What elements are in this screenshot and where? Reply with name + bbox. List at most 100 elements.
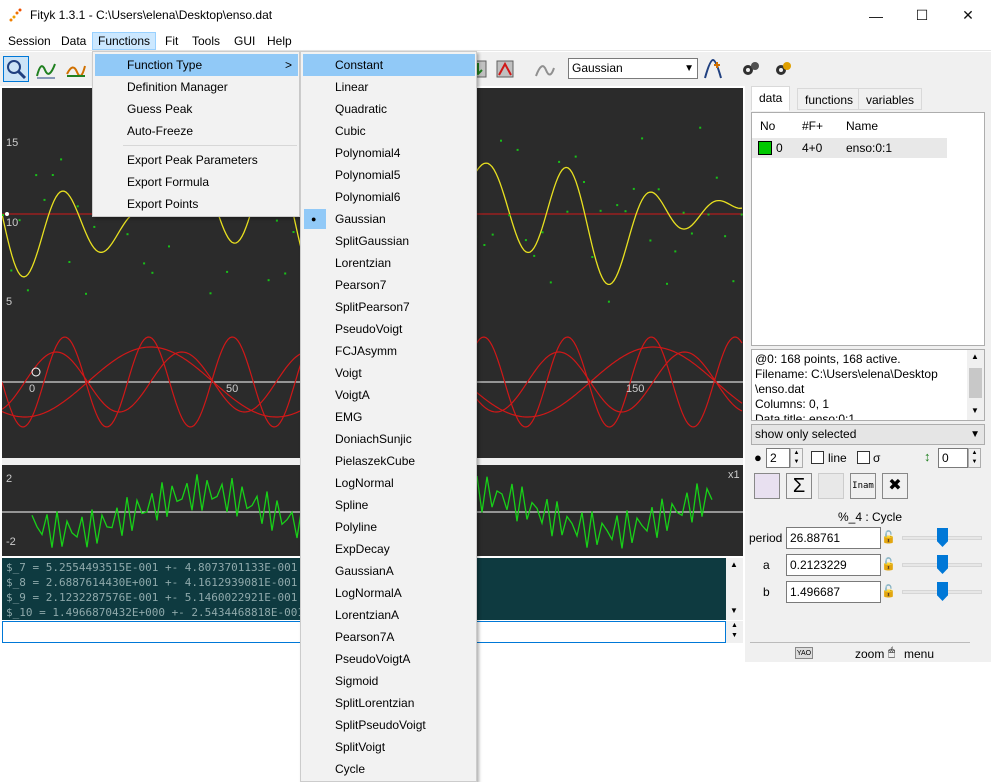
tab-variables[interactable]: variables (858, 88, 923, 110)
show-filter-select[interactable]: show only selected ▼ (751, 424, 985, 445)
function-type-item[interactable]: Pearson7A (303, 626, 475, 648)
function-type-item[interactable]: VoigtA (303, 384, 475, 406)
rename-button[interactable]: Inam (850, 473, 876, 499)
dataset-color-swatch[interactable] (758, 141, 772, 155)
param-input-b[interactable]: 1.496687 (786, 581, 881, 603)
scroll-up-icon[interactable]: ▲ (971, 352, 979, 361)
menu-item-export-formula[interactable]: Export Formula (127, 175, 210, 189)
offset-spin[interactable]: ▲ ▼ (968, 448, 981, 468)
menu-help[interactable]: Help (267, 34, 292, 48)
function-type-item[interactable]: Cubic (303, 120, 475, 142)
table-row[interactable] (752, 138, 947, 158)
function-type-item[interactable]: Voigt (303, 362, 475, 384)
menu-item-export-points[interactable]: Export Points (127, 197, 199, 211)
slider-thumb[interactable] (937, 555, 948, 574)
function-type-item[interactable]: SplitPseudoVoigt (303, 714, 475, 736)
close-button[interactable]: ✕ (962, 7, 974, 23)
output-scrollbar[interactable]: ▲ ▼ (726, 558, 743, 620)
data-point (566, 210, 569, 213)
function-type-item[interactable]: Gaussian ● (303, 208, 475, 230)
menu-item-definition-manager[interactable]: Definition Manager (127, 80, 228, 94)
menu-item-export-peak-parameters[interactable]: Export Peak Parameters (127, 153, 258, 167)
lock-icon[interactable]: 🔓 (881, 584, 896, 598)
column-header-functions[interactable]: #F+ (802, 119, 824, 133)
minimize-button[interactable]: — (869, 7, 883, 24)
function-type-item[interactable]: FCJAsymm (303, 340, 475, 362)
sigma-checkbox[interactable] (857, 451, 870, 464)
function-type-item[interactable]: Spline (303, 494, 475, 516)
sum-button[interactable]: Σ (786, 473, 812, 499)
zoom-tool-icon[interactable] (3, 56, 29, 82)
function-type-item[interactable]: DoniachSunjic (303, 428, 475, 450)
menu-item-auto-freeze[interactable]: Auto-Freeze (127, 124, 194, 138)
add-function-icon[interactable] (700, 56, 726, 82)
scroll-up-icon[interactable]: ▲ (730, 560, 738, 569)
function-type-item[interactable]: Quadratic (303, 98, 475, 120)
menu-data[interactable]: Data (61, 34, 87, 48)
function-type-item[interactable]: Polynomial4 (303, 142, 475, 164)
command-spin[interactable]: ▲ ▼ (726, 621, 743, 643)
menu-fit[interactable]: Fit (165, 34, 179, 48)
function-type-item[interactable]: PielaszekCube (303, 450, 475, 472)
function-type-item[interactable]: Constant (303, 54, 475, 76)
param-input-period[interactable]: 26.88761 (786, 527, 881, 549)
continue-fit-icon[interactable] (770, 56, 796, 82)
copy-dataset-button[interactable] (818, 473, 844, 499)
add-peak-tool-icon[interactable] (33, 56, 59, 82)
slider-thumb[interactable] (937, 528, 948, 547)
function-type-label: Sigmoid (335, 674, 379, 688)
function-type-item[interactable]: Polynomial6 (303, 186, 475, 208)
function-type-item[interactable]: Polyline (303, 516, 475, 538)
menu-session[interactable]: Session (8, 34, 51, 48)
maximize-button[interactable]: ☐ (915, 7, 929, 23)
dataset-grid-button[interactable] (754, 473, 780, 499)
menu-item-function-type[interactable]: Function Type > (95, 54, 298, 76)
function-type-item[interactable]: GaussianA (303, 560, 475, 582)
menu-item-guess-peak[interactable]: Guess Peak (127, 102, 193, 116)
delete-dataset-button[interactable]: ✖ (882, 473, 908, 499)
function-type-item[interactable]: EMG (303, 406, 475, 428)
column-header-name[interactable]: Name (846, 119, 879, 133)
auto-add-icon[interactable] (532, 56, 558, 82)
scroll-down-icon[interactable]: ▼ (730, 606, 738, 615)
function-type-item[interactable]: LorentzianA (303, 604, 475, 626)
menu-functions[interactable]: Functions (92, 32, 157, 50)
slider-thumb[interactable] (937, 582, 948, 601)
function-type-item[interactable]: Polynomial5 (303, 164, 475, 186)
function-type-select[interactable]: Gaussian ▼ (568, 58, 698, 79)
export-plot-icon[interactable] (492, 56, 518, 82)
menu-gui[interactable]: GUI (234, 34, 256, 48)
column-header-no[interactable]: No (760, 119, 776, 133)
function-type-item[interactable]: Linear (303, 76, 475, 98)
function-type-item[interactable]: Lorentzian (303, 252, 475, 274)
function-type-item[interactable]: LogNormalA (303, 582, 475, 604)
function-type-label: Gaussian (335, 212, 386, 226)
function-type-item[interactable]: Sigmoid (303, 670, 475, 692)
baseline-tool-icon[interactable] (63, 56, 89, 82)
scroll-down-icon[interactable]: ▼ (971, 406, 979, 415)
tab-functions[interactable]: functions (797, 88, 862, 110)
function-type-item[interactable]: ExpDecay (303, 538, 475, 560)
function-type-item[interactable]: LogNormal (303, 472, 475, 494)
tab-data[interactable]: data (751, 86, 791, 111)
info-scrollbar[interactable]: ▲ ▼ (967, 350, 984, 420)
function-type-item[interactable]: SplitGaussian (303, 230, 475, 252)
point-size-input[interactable]: 2 (766, 448, 790, 468)
point-size-spin[interactable]: ▲ ▼ (790, 448, 803, 468)
run-fit-icon[interactable] (738, 56, 764, 82)
lock-icon[interactable]: 🔓 (881, 557, 896, 571)
status-icon[interactable]: YAO (795, 647, 813, 659)
function-type-item[interactable]: SplitLorentzian (303, 692, 475, 714)
menu-tools[interactable]: Tools (192, 34, 221, 48)
param-input-a[interactable]: 0.2123229 (786, 554, 881, 576)
function-type-item[interactable]: Pearson7 (303, 274, 475, 296)
function-type-item[interactable]: SplitVoigt (303, 736, 475, 758)
function-type-item[interactable]: PseudoVoigtA (303, 648, 475, 670)
lock-icon[interactable]: 🔓 (881, 530, 896, 544)
function-type-item[interactable]: SplitPearson7 (303, 296, 475, 318)
function-type-item[interactable]: Cycle (303, 758, 475, 780)
scroll-thumb[interactable] (969, 368, 982, 398)
offset-input[interactable]: 0 (938, 448, 968, 468)
line-checkbox[interactable] (811, 451, 824, 464)
function-type-item[interactable]: PseudoVoigt (303, 318, 475, 340)
